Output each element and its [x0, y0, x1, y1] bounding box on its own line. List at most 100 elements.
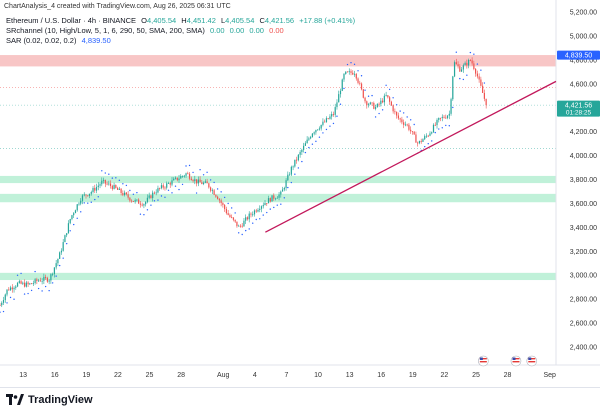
candle-body	[69, 219, 71, 224]
candle-body	[15, 286, 17, 288]
candle-body	[350, 71, 352, 73]
x-tick-label: 28	[177, 372, 185, 379]
candle-body	[11, 287, 13, 290]
sar-dot	[115, 177, 117, 179]
candle-body	[353, 73, 356, 75]
sar-dot	[48, 289, 50, 292]
candle-body	[339, 90, 342, 95]
candle-body	[171, 180, 173, 185]
candle-body	[187, 173, 189, 175]
candle-body	[78, 203, 80, 205]
candle-body	[422, 139, 424, 142]
candle-body	[287, 174, 289, 181]
sar-dot	[223, 196, 226, 199]
candle-body	[376, 103, 378, 108]
candle-body	[417, 142, 419, 144]
tradingview-logo[interactable]: TradingView	[6, 394, 93, 406]
sar-dot	[301, 160, 303, 163]
candle-body	[97, 185, 99, 188]
legend-sar-row: SAR (0.02, 0.02, 0.2) 4,839.50	[6, 36, 355, 46]
candle-body	[273, 195, 275, 199]
sar-dot	[37, 287, 40, 290]
candle-body	[118, 188, 120, 190]
candle-body	[385, 95, 387, 96]
candle-body	[209, 187, 212, 191]
sar-dot	[438, 128, 440, 130]
candle-body	[245, 217, 247, 221]
sar-dot	[266, 211, 268, 214]
sar-dot	[273, 206, 275, 209]
price-badge-text-1: 4,421.56	[565, 102, 592, 109]
candle-body	[394, 111, 396, 113]
candle-body	[134, 200, 136, 202]
y-tick-label: 5,200.00	[570, 9, 597, 16]
candle-body	[2, 300, 5, 303]
candle-body	[234, 219, 236, 222]
sar-dot	[209, 179, 212, 181]
price-chart[interactable]: 5,200.005,000.004,800.004,600.004,400.00…	[0, 0, 600, 387]
candle-body	[313, 132, 315, 134]
candle-body	[462, 65, 464, 70]
candle-body	[159, 188, 161, 189]
sar-dot	[16, 274, 19, 277]
candle-body	[281, 189, 284, 192]
candle-body	[446, 115, 449, 119]
candle-body	[306, 139, 308, 144]
legend-high: H4,451.42	[181, 16, 216, 25]
candle-body	[148, 195, 150, 198]
candle-body	[401, 119, 403, 123]
candle-body	[138, 199, 140, 204]
candle-body	[346, 71, 349, 73]
candle-body	[304, 143, 306, 146]
sar-dot	[248, 228, 250, 230]
candle-body	[213, 190, 215, 195]
sar-dot	[174, 185, 177, 187]
x-tick-label: 28	[504, 372, 512, 379]
sar-dot	[280, 203, 282, 205]
candle-body	[83, 194, 85, 196]
footer-bar: TradingView	[0, 387, 600, 414]
candle-body	[445, 117, 447, 119]
sar-dot	[290, 181, 293, 184]
candle-body	[46, 277, 49, 282]
candle-body	[450, 99, 452, 114]
candle-body	[452, 76, 454, 100]
candle-body	[408, 124, 410, 130]
x-tick-label: 19	[82, 372, 90, 379]
candle-body	[180, 176, 182, 179]
legend-srchannel-v3: 0.00	[249, 26, 264, 35]
sar-dot	[171, 192, 173, 194]
sar-dot	[371, 94, 373, 97]
candle-body	[410, 129, 412, 132]
sar-dot	[111, 177, 114, 179]
candle-body	[204, 181, 206, 183]
candle-body	[255, 210, 257, 212]
sar-dot	[315, 140, 317, 143]
sar-dot	[343, 87, 345, 90]
sar-dot	[357, 70, 359, 72]
y-tick-label: 2,400.00	[570, 345, 597, 352]
candle-body	[411, 131, 414, 133]
sar-dot	[104, 172, 107, 174]
candle-body	[201, 182, 203, 185]
candle-body	[222, 203, 224, 205]
x-tick-label: 19	[409, 372, 417, 379]
candle-body	[399, 118, 401, 120]
sar-dot	[392, 97, 394, 99]
candle-body	[220, 200, 222, 204]
sar-dot	[125, 184, 128, 187]
candle-body	[303, 145, 305, 150]
candle-body	[331, 114, 333, 117]
event-flag-stripe	[512, 361, 520, 363]
candle-body	[266, 203, 268, 204]
event-flag-stripe	[479, 361, 487, 363]
candle-body	[122, 193, 124, 196]
sar-dot	[13, 298, 15, 300]
candle-body	[85, 194, 87, 196]
x-tick-label: 16	[51, 372, 59, 379]
candle-body	[99, 184, 101, 186]
candle-body	[301, 149, 303, 153]
candle-body	[199, 179, 201, 183]
candle-body	[381, 100, 384, 103]
candle-body	[145, 201, 147, 205]
